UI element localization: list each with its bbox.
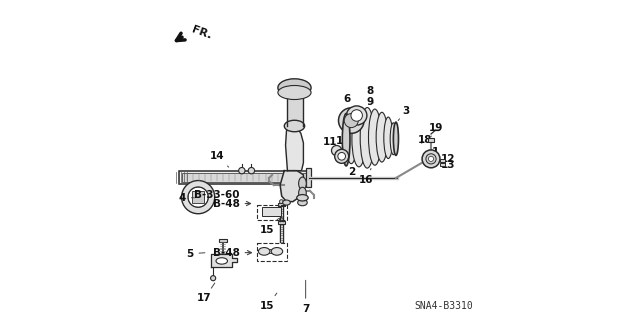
Circle shape bbox=[280, 218, 284, 221]
Bar bbox=[257, 205, 287, 220]
Text: 7: 7 bbox=[302, 280, 309, 314]
Bar bbox=[262, 207, 281, 216]
Polygon shape bbox=[211, 254, 237, 267]
Ellipse shape bbox=[342, 114, 350, 166]
Text: 6: 6 bbox=[344, 94, 354, 110]
Bar bbox=[278, 203, 285, 206]
Ellipse shape bbox=[376, 112, 388, 162]
Circle shape bbox=[428, 156, 433, 161]
Ellipse shape bbox=[299, 187, 307, 199]
Text: 9: 9 bbox=[367, 97, 374, 113]
Text: B-33-60: B-33-60 bbox=[194, 190, 239, 200]
Circle shape bbox=[182, 181, 215, 214]
Bar bbox=[440, 163, 445, 166]
Ellipse shape bbox=[298, 199, 307, 206]
Ellipse shape bbox=[390, 123, 397, 155]
Ellipse shape bbox=[338, 152, 346, 160]
Polygon shape bbox=[285, 126, 303, 171]
Circle shape bbox=[351, 110, 362, 121]
Ellipse shape bbox=[297, 195, 308, 201]
Bar bbox=[182, 173, 306, 182]
Text: 11: 11 bbox=[323, 137, 337, 152]
Ellipse shape bbox=[384, 117, 393, 159]
Ellipse shape bbox=[346, 106, 367, 125]
Bar bbox=[428, 138, 434, 142]
Circle shape bbox=[248, 167, 255, 174]
Text: 1: 1 bbox=[432, 147, 439, 158]
Text: FR.: FR. bbox=[190, 25, 213, 41]
Ellipse shape bbox=[278, 85, 311, 100]
Circle shape bbox=[211, 276, 216, 281]
Circle shape bbox=[426, 154, 436, 164]
Text: 12: 12 bbox=[440, 154, 455, 164]
Ellipse shape bbox=[335, 149, 349, 163]
Bar bbox=[306, 168, 312, 187]
Text: SNA4-B3310: SNA4-B3310 bbox=[414, 301, 473, 311]
Ellipse shape bbox=[394, 122, 399, 155]
Bar bbox=[287, 93, 303, 127]
Ellipse shape bbox=[369, 109, 381, 165]
Text: 13: 13 bbox=[440, 160, 455, 170]
Ellipse shape bbox=[332, 145, 342, 156]
Text: 18: 18 bbox=[418, 135, 433, 145]
Text: 4: 4 bbox=[179, 193, 195, 203]
Circle shape bbox=[344, 114, 358, 128]
Ellipse shape bbox=[352, 111, 366, 167]
Text: B-48: B-48 bbox=[212, 198, 251, 209]
Bar bbox=[193, 191, 204, 203]
Circle shape bbox=[239, 167, 245, 174]
Bar bbox=[278, 221, 285, 224]
Bar bbox=[218, 239, 227, 242]
Text: 15: 15 bbox=[260, 219, 278, 235]
Text: 19: 19 bbox=[429, 123, 444, 137]
Bar bbox=[257, 243, 287, 261]
Text: 5: 5 bbox=[186, 249, 205, 259]
Bar bbox=[179, 171, 309, 184]
Bar bbox=[440, 159, 445, 162]
Circle shape bbox=[280, 200, 284, 204]
Circle shape bbox=[339, 108, 364, 133]
Text: 3: 3 bbox=[398, 106, 409, 121]
Polygon shape bbox=[280, 171, 303, 202]
Text: B-48: B-48 bbox=[212, 248, 252, 258]
Circle shape bbox=[188, 187, 209, 207]
Ellipse shape bbox=[284, 120, 305, 132]
Ellipse shape bbox=[299, 177, 307, 190]
Ellipse shape bbox=[360, 108, 374, 168]
Text: 2: 2 bbox=[348, 159, 356, 177]
Text: 14: 14 bbox=[210, 151, 228, 167]
Text: 15: 15 bbox=[260, 293, 277, 311]
Circle shape bbox=[422, 150, 440, 168]
Ellipse shape bbox=[271, 248, 283, 255]
Ellipse shape bbox=[278, 79, 311, 97]
Ellipse shape bbox=[283, 200, 291, 205]
Ellipse shape bbox=[216, 258, 227, 264]
Text: 8: 8 bbox=[367, 86, 374, 103]
Text: 17: 17 bbox=[197, 283, 215, 303]
Text: 16: 16 bbox=[359, 168, 374, 185]
Text: 10: 10 bbox=[336, 136, 350, 152]
Ellipse shape bbox=[259, 248, 270, 255]
Ellipse shape bbox=[346, 116, 357, 164]
